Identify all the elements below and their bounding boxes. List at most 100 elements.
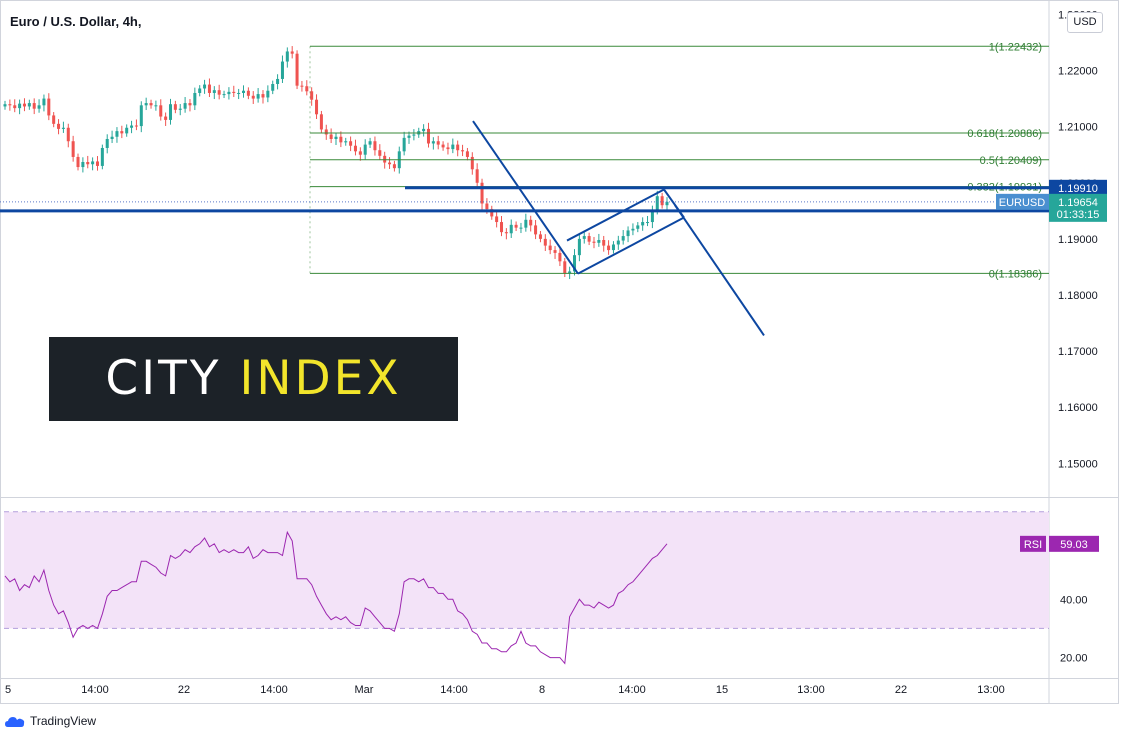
logo-word-index: INDEX	[239, 351, 402, 406]
candle-body	[81, 161, 85, 168]
candle-body	[168, 104, 173, 120]
rsi-line	[4, 530, 668, 665]
candle-body	[217, 90, 221, 95]
currency-button[interactable]: USD	[1067, 12, 1103, 33]
x-tick-label: Mar	[355, 684, 374, 696]
rsi-band-fill	[4, 511, 1049, 629]
candle-body	[261, 94, 265, 98]
candle-body	[563, 261, 567, 274]
candle-body	[616, 240, 620, 245]
x-tick-label: 14:00	[81, 684, 109, 696]
channel-lower-line	[577, 216, 685, 275]
candle-body	[144, 103, 148, 106]
x-tick-label: 5	[5, 684, 11, 696]
candle-body	[373, 141, 377, 151]
candle-body	[650, 209, 654, 223]
last-price-label-bg	[1049, 193, 1107, 222]
candle-body	[295, 53, 299, 86]
rsi-name-tag: RSI	[1024, 539, 1042, 551]
resistance-price-label-bg	[1049, 179, 1107, 196]
candle-body	[475, 169, 479, 183]
last-price-label: 01:33:15	[1057, 209, 1100, 221]
candle-body	[290, 51, 294, 54]
candle-body	[490, 209, 494, 217]
candle-body	[178, 108, 182, 110]
x-tick-label: 22	[895, 684, 907, 696]
candle-body	[105, 138, 109, 148]
x-tick-label: 14:00	[440, 684, 468, 696]
y-tick-label: 1.22000	[1058, 66, 1098, 78]
chart-title: Euro / U.S. Dollar, 4h,	[10, 14, 142, 29]
candle-body	[246, 90, 250, 96]
candle-body	[611, 244, 615, 251]
candle-body	[22, 103, 26, 107]
candle-body	[324, 129, 328, 135]
candle-body	[514, 224, 518, 228]
candle-body	[8, 104, 12, 106]
fib-level-label: 0(1.18386)	[989, 268, 1042, 280]
candle-body	[57, 123, 61, 129]
candle-body	[426, 128, 430, 144]
fib-level-label: 1(1.22432)	[989, 41, 1042, 53]
candle-body	[587, 236, 591, 242]
candle-body	[543, 238, 547, 246]
candle-body	[573, 255, 577, 272]
y-tick-label: 1.21000	[1058, 122, 1098, 134]
rsi-y-tick-label: 40.00	[1060, 594, 1088, 606]
candle-body	[266, 90, 270, 98]
candle-body	[149, 103, 153, 106]
candle-body	[212, 90, 216, 93]
candle-body	[280, 61, 284, 79]
candle-body	[422, 128, 426, 132]
candle-body	[130, 125, 134, 128]
candle-body	[310, 91, 314, 100]
fib-level-label: 0.5(1.20409)	[980, 155, 1042, 167]
candle-body	[626, 230, 630, 237]
candle-body	[76, 156, 80, 168]
candle-body	[538, 234, 542, 239]
candle-body	[412, 134, 416, 136]
candle-body	[300, 85, 304, 87]
candle-body	[504, 232, 508, 234]
candle-body	[100, 147, 104, 166]
candle-body	[461, 150, 465, 152]
candle-body	[154, 105, 158, 107]
candle-body	[558, 252, 562, 262]
candle-body	[71, 141, 75, 157]
candle-body	[91, 161, 95, 165]
symbol-tag: EURUSD	[999, 197, 1046, 209]
candle-body	[602, 239, 606, 246]
candle-body	[582, 236, 586, 239]
candle-body	[529, 219, 533, 226]
candle-body	[193, 92, 197, 106]
candle-body	[305, 86, 309, 92]
candle-body	[660, 196, 664, 206]
x-tick-label: 15	[716, 684, 728, 696]
candle-body	[86, 161, 90, 165]
tradingview-cloud-icon	[5, 717, 25, 727]
rsi-value-tag: 59.03	[1060, 539, 1088, 551]
candle-body	[456, 144, 460, 151]
candle-body	[402, 137, 406, 152]
candle-body	[47, 98, 51, 116]
candle-body	[222, 94, 226, 96]
candle-body	[242, 90, 246, 93]
candle-body	[134, 125, 138, 127]
logo-word-city: CITY	[105, 351, 222, 406]
candle-body	[655, 196, 659, 210]
y-tick-label: 1.18000	[1058, 290, 1098, 302]
candle-body	[485, 203, 489, 210]
x-tick-label: 13:00	[977, 684, 1005, 696]
candle-body	[553, 250, 557, 253]
candle-body	[607, 245, 611, 251]
tradingview-branding[interactable]: TradingView	[4, 714, 96, 728]
candle-body	[271, 83, 275, 91]
downtrend-line	[472, 120, 579, 275]
candle-body	[173, 104, 177, 110]
x-tick-label: 14:00	[618, 684, 646, 696]
candle-body	[344, 141, 348, 143]
chart-border	[0, 0, 1119, 704]
candle-body	[42, 98, 46, 106]
